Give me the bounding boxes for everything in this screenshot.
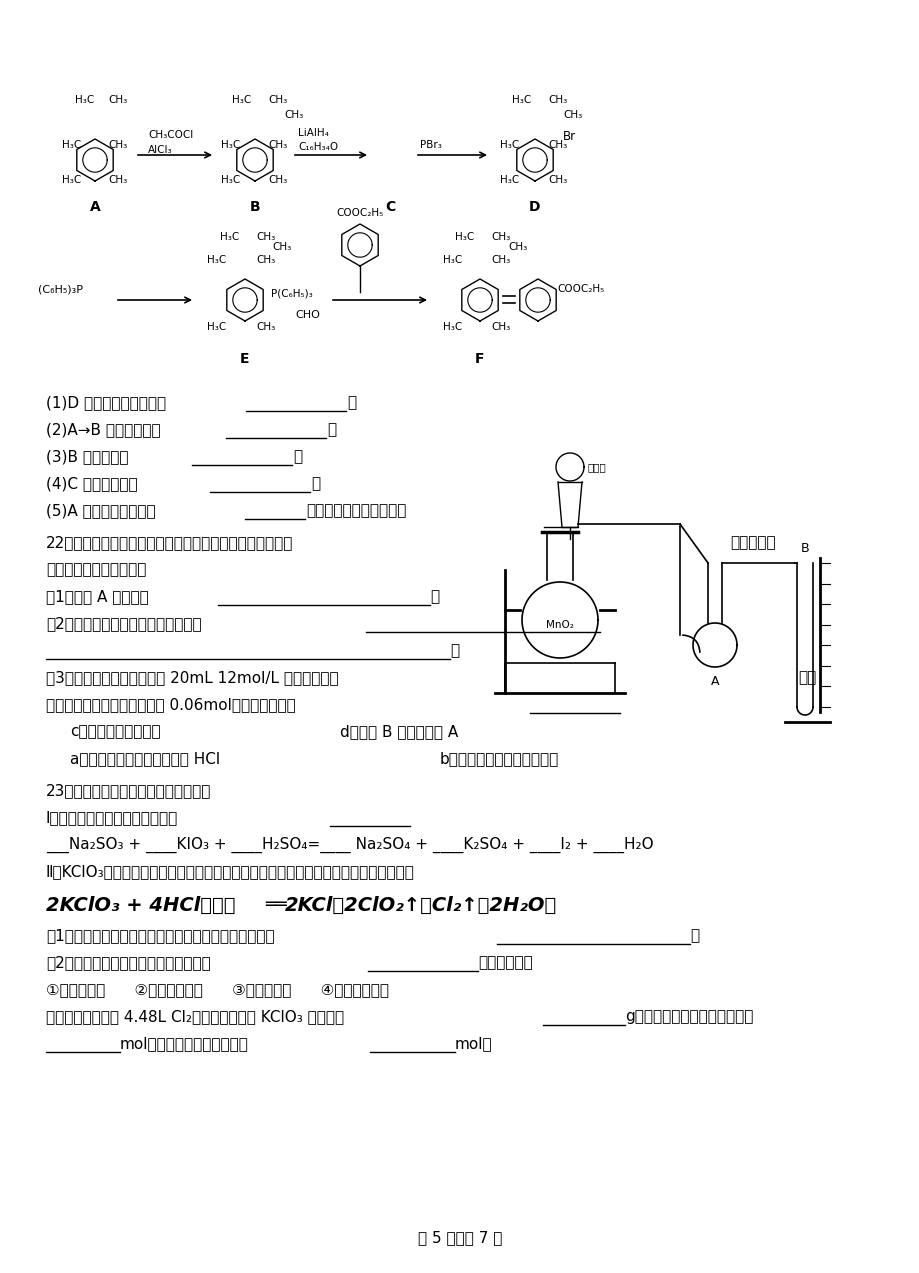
Text: c．烧瓶中残留有氯气: c．烧瓶中残留有氯气 xyxy=(70,724,161,740)
Text: 2KCl＋2ClO₂↑＋Cl₂↑＋2H₂O。: 2KCl＋2ClO₂↑＋Cl₂↑＋2H₂O。 xyxy=(285,896,557,915)
Text: （3）如果将过量二氧化锰与 20mL 12mol/L 的盐酸混合加: （3）如果将过量二氧化锰与 20mL 12mol/L 的盐酸混合加 xyxy=(46,670,338,685)
Text: CH₃: CH₃ xyxy=(267,174,287,185)
Text: 充分反应后收集到的氯气少于 0.06mol，其可能原因有: 充分反应后收集到的氯气少于 0.06mol，其可能原因有 xyxy=(46,698,295,712)
Text: P(C₆H₅)₃: P(C₆H₅)₃ xyxy=(271,288,312,298)
Text: CHO: CHO xyxy=(295,311,320,320)
Text: H₃C: H₃C xyxy=(207,255,226,265)
Text: g，被氧化的盐酸的物质的量为: g，被氧化的盐酸的物质的量为 xyxy=(624,1009,753,1023)
Text: 。: 。 xyxy=(326,423,335,437)
Text: ①只有还原性      ②还原性和酸性      ③只有氧化性      ④氧化性和酸性: ①只有还原性 ②还原性和酸性 ③只有氧化性 ④氧化性和酸性 xyxy=(46,981,389,997)
Text: 的关系，设: 的关系，设 xyxy=(729,535,775,550)
Text: Br: Br xyxy=(562,130,575,143)
Text: CH₃: CH₃ xyxy=(491,322,510,332)
Text: D: D xyxy=(528,200,540,214)
Text: CH₃: CH₃ xyxy=(255,255,275,265)
Text: A: A xyxy=(710,675,719,687)
Text: CH₃COCl: CH₃COCl xyxy=(148,130,193,140)
Text: F: F xyxy=(475,353,484,367)
Text: （填序号）。: （填序号）。 xyxy=(478,955,532,970)
Text: H₃C: H₃C xyxy=(443,322,461,332)
Text: H₃C: H₃C xyxy=(220,232,239,242)
Text: H₃C: H₃C xyxy=(221,140,240,150)
Text: 计了如右图所示的装置。: 计了如右图所示的装置。 xyxy=(46,561,146,577)
Text: AlCl₃: AlCl₃ xyxy=(148,145,173,155)
Text: (2)A→B 的反应类型是: (2)A→B 的反应类型是 xyxy=(46,423,161,437)
Text: 2KClO₃ + 4HCl（浓）: 2KClO₃ + 4HCl（浓） xyxy=(46,896,235,915)
Text: 。: 。 xyxy=(689,928,698,943)
Text: H₃C: H₃C xyxy=(232,95,251,104)
Text: （1）请分析该反应中电子转移的情况（用双线桥表示）: （1）请分析该反应中电子转移的情况（用双线桥表示） xyxy=(46,928,275,943)
Text: b．盐酸变稀后不发生该反应: b．盐酸变稀后不发生该反应 xyxy=(439,751,559,766)
Text: ___Na₂SO₃ + ____KIO₃ + ____H₂SO₄=____ Na₂SO₄ + ____K₂SO₄ + ____I₂ + ____H₂O: ___Na₂SO₃ + ____KIO₃ + ____H₂SO₄=____ Na… xyxy=(46,838,652,853)
Text: CH₃: CH₃ xyxy=(267,140,287,150)
Text: H₃C: H₃C xyxy=(75,95,94,104)
Text: CH₃: CH₃ xyxy=(255,322,275,332)
Text: CH₃: CH₃ xyxy=(548,140,567,150)
Text: H₃C: H₃C xyxy=(499,174,518,185)
Text: CH₃: CH₃ xyxy=(108,140,127,150)
Text: 浓盐酸: 浓盐酸 xyxy=(587,462,607,472)
Text: a．加热使浓盐酸挥发出大量 HCl: a．加热使浓盐酸挥发出大量 HCl xyxy=(70,751,220,766)
Text: CH₃: CH₃ xyxy=(272,242,291,252)
Text: CH₃: CH₃ xyxy=(108,95,127,104)
Text: E: E xyxy=(240,353,249,367)
Text: H₃C: H₃C xyxy=(455,232,473,242)
Text: 。: 。 xyxy=(346,395,356,410)
Text: CH₃: CH₃ xyxy=(491,232,510,242)
Text: C: C xyxy=(384,200,394,214)
Text: LiAlH₄: LiAlH₄ xyxy=(298,129,328,137)
Text: (5)A 的核磁共振氢谱有: (5)A 的核磁共振氢谱有 xyxy=(46,503,155,518)
Text: （1）装置 A 的名称是: （1）装置 A 的名称是 xyxy=(46,589,149,603)
Text: Ⅱ．KClO₃和浓盐酸在一定温度下反应会生成黄绿色的易爆物二氧化氯。其变化可表述为: Ⅱ．KClO₃和浓盐酸在一定温度下反应会生成黄绿色的易爆物二氧化氯。其变化可表述… xyxy=(46,864,414,878)
Text: 种类型氢原子的吸收峰。: 种类型氢原子的吸收峰。 xyxy=(306,503,406,518)
Text: CH₃: CH₃ xyxy=(548,174,567,185)
Text: （2）浓盐酸在反应中显示出来的性质是: （2）浓盐酸在反应中显示出来的性质是 xyxy=(46,955,210,970)
Text: CH₃: CH₃ xyxy=(255,232,275,242)
Text: H₃C: H₃C xyxy=(62,140,81,150)
Text: CH₃: CH₃ xyxy=(507,242,527,252)
Text: A: A xyxy=(89,200,100,214)
Text: 第 5 页，共 7 页: 第 5 页，共 7 页 xyxy=(417,1230,502,1245)
Text: 23．完成下列氧化还原反应相关问题：: 23．完成下列氧化还原反应相关问题： xyxy=(46,783,211,798)
Text: H₃C: H₃C xyxy=(512,95,530,104)
Text: 。: 。 xyxy=(429,589,438,603)
Text: （2）该实验装置检查气密性的方法是: （2）该实验装置检查气密性的方法是 xyxy=(46,616,201,631)
Text: B: B xyxy=(800,542,809,555)
Text: 22．为了探究实验室制氯气过程中反应物与生成氯气之间量: 22．为了探究实验室制氯气过程中反应物与生成氯气之间量 xyxy=(46,535,293,550)
Text: H₃C: H₃C xyxy=(499,140,518,150)
Text: MnO₂: MnO₂ xyxy=(546,620,573,630)
Text: B: B xyxy=(249,200,260,214)
Text: 。: 。 xyxy=(311,476,320,491)
Text: CH₃: CH₃ xyxy=(562,109,582,120)
Text: CH₃: CH₃ xyxy=(284,109,303,120)
Text: 热，: 热， xyxy=(797,670,815,685)
Text: H₃C: H₃C xyxy=(207,322,226,332)
Text: ══: ══ xyxy=(265,896,287,914)
Text: 。: 。 xyxy=(449,643,459,658)
Text: COOC₂H₅: COOC₂H₅ xyxy=(556,284,604,294)
Text: CH₃: CH₃ xyxy=(548,95,567,104)
Text: (1)D 中所含官能团名称为: (1)D 中所含官能团名称为 xyxy=(46,395,166,410)
Text: COOC₂H₅: COOC₂H₅ xyxy=(336,207,383,218)
Text: H₃C: H₃C xyxy=(62,174,81,185)
Text: mol，转移电子的物质的量为: mol，转移电子的物质的量为 xyxy=(119,1036,249,1051)
Text: CH₃: CH₃ xyxy=(491,255,510,265)
Text: mol。: mol。 xyxy=(455,1036,492,1051)
Text: (3)B 的分子式为: (3)B 的分子式为 xyxy=(46,449,129,463)
Text: PBr₃: PBr₃ xyxy=(420,140,441,150)
Text: (4)C 的结构简式为: (4)C 的结构简式为 xyxy=(46,476,138,491)
Text: d．装置 B 中液面高于 A: d．装置 B 中液面高于 A xyxy=(340,724,458,740)
Text: CH₃: CH₃ xyxy=(108,174,127,185)
Text: H₃C: H₃C xyxy=(221,174,240,185)
Text: CH₃: CH₃ xyxy=(267,95,287,104)
Text: Ⅰ．配平下面的氧化还原方程式：: Ⅰ．配平下面的氧化还原方程式： xyxy=(46,810,178,825)
Text: C₁₆H₃₄O: C₁₆H₃₄O xyxy=(298,143,338,151)
Text: 。: 。 xyxy=(292,449,301,463)
Text: (C₆H₅)₃P: (C₆H₅)₃P xyxy=(38,285,83,295)
Text: 若标准状况下产生 4.48L Cl₂，则参加反应的 KClO₃ 的质量为: 若标准状况下产生 4.48L Cl₂，则参加反应的 KClO₃ 的质量为 xyxy=(46,1009,344,1023)
Text: H₃C: H₃C xyxy=(443,255,461,265)
